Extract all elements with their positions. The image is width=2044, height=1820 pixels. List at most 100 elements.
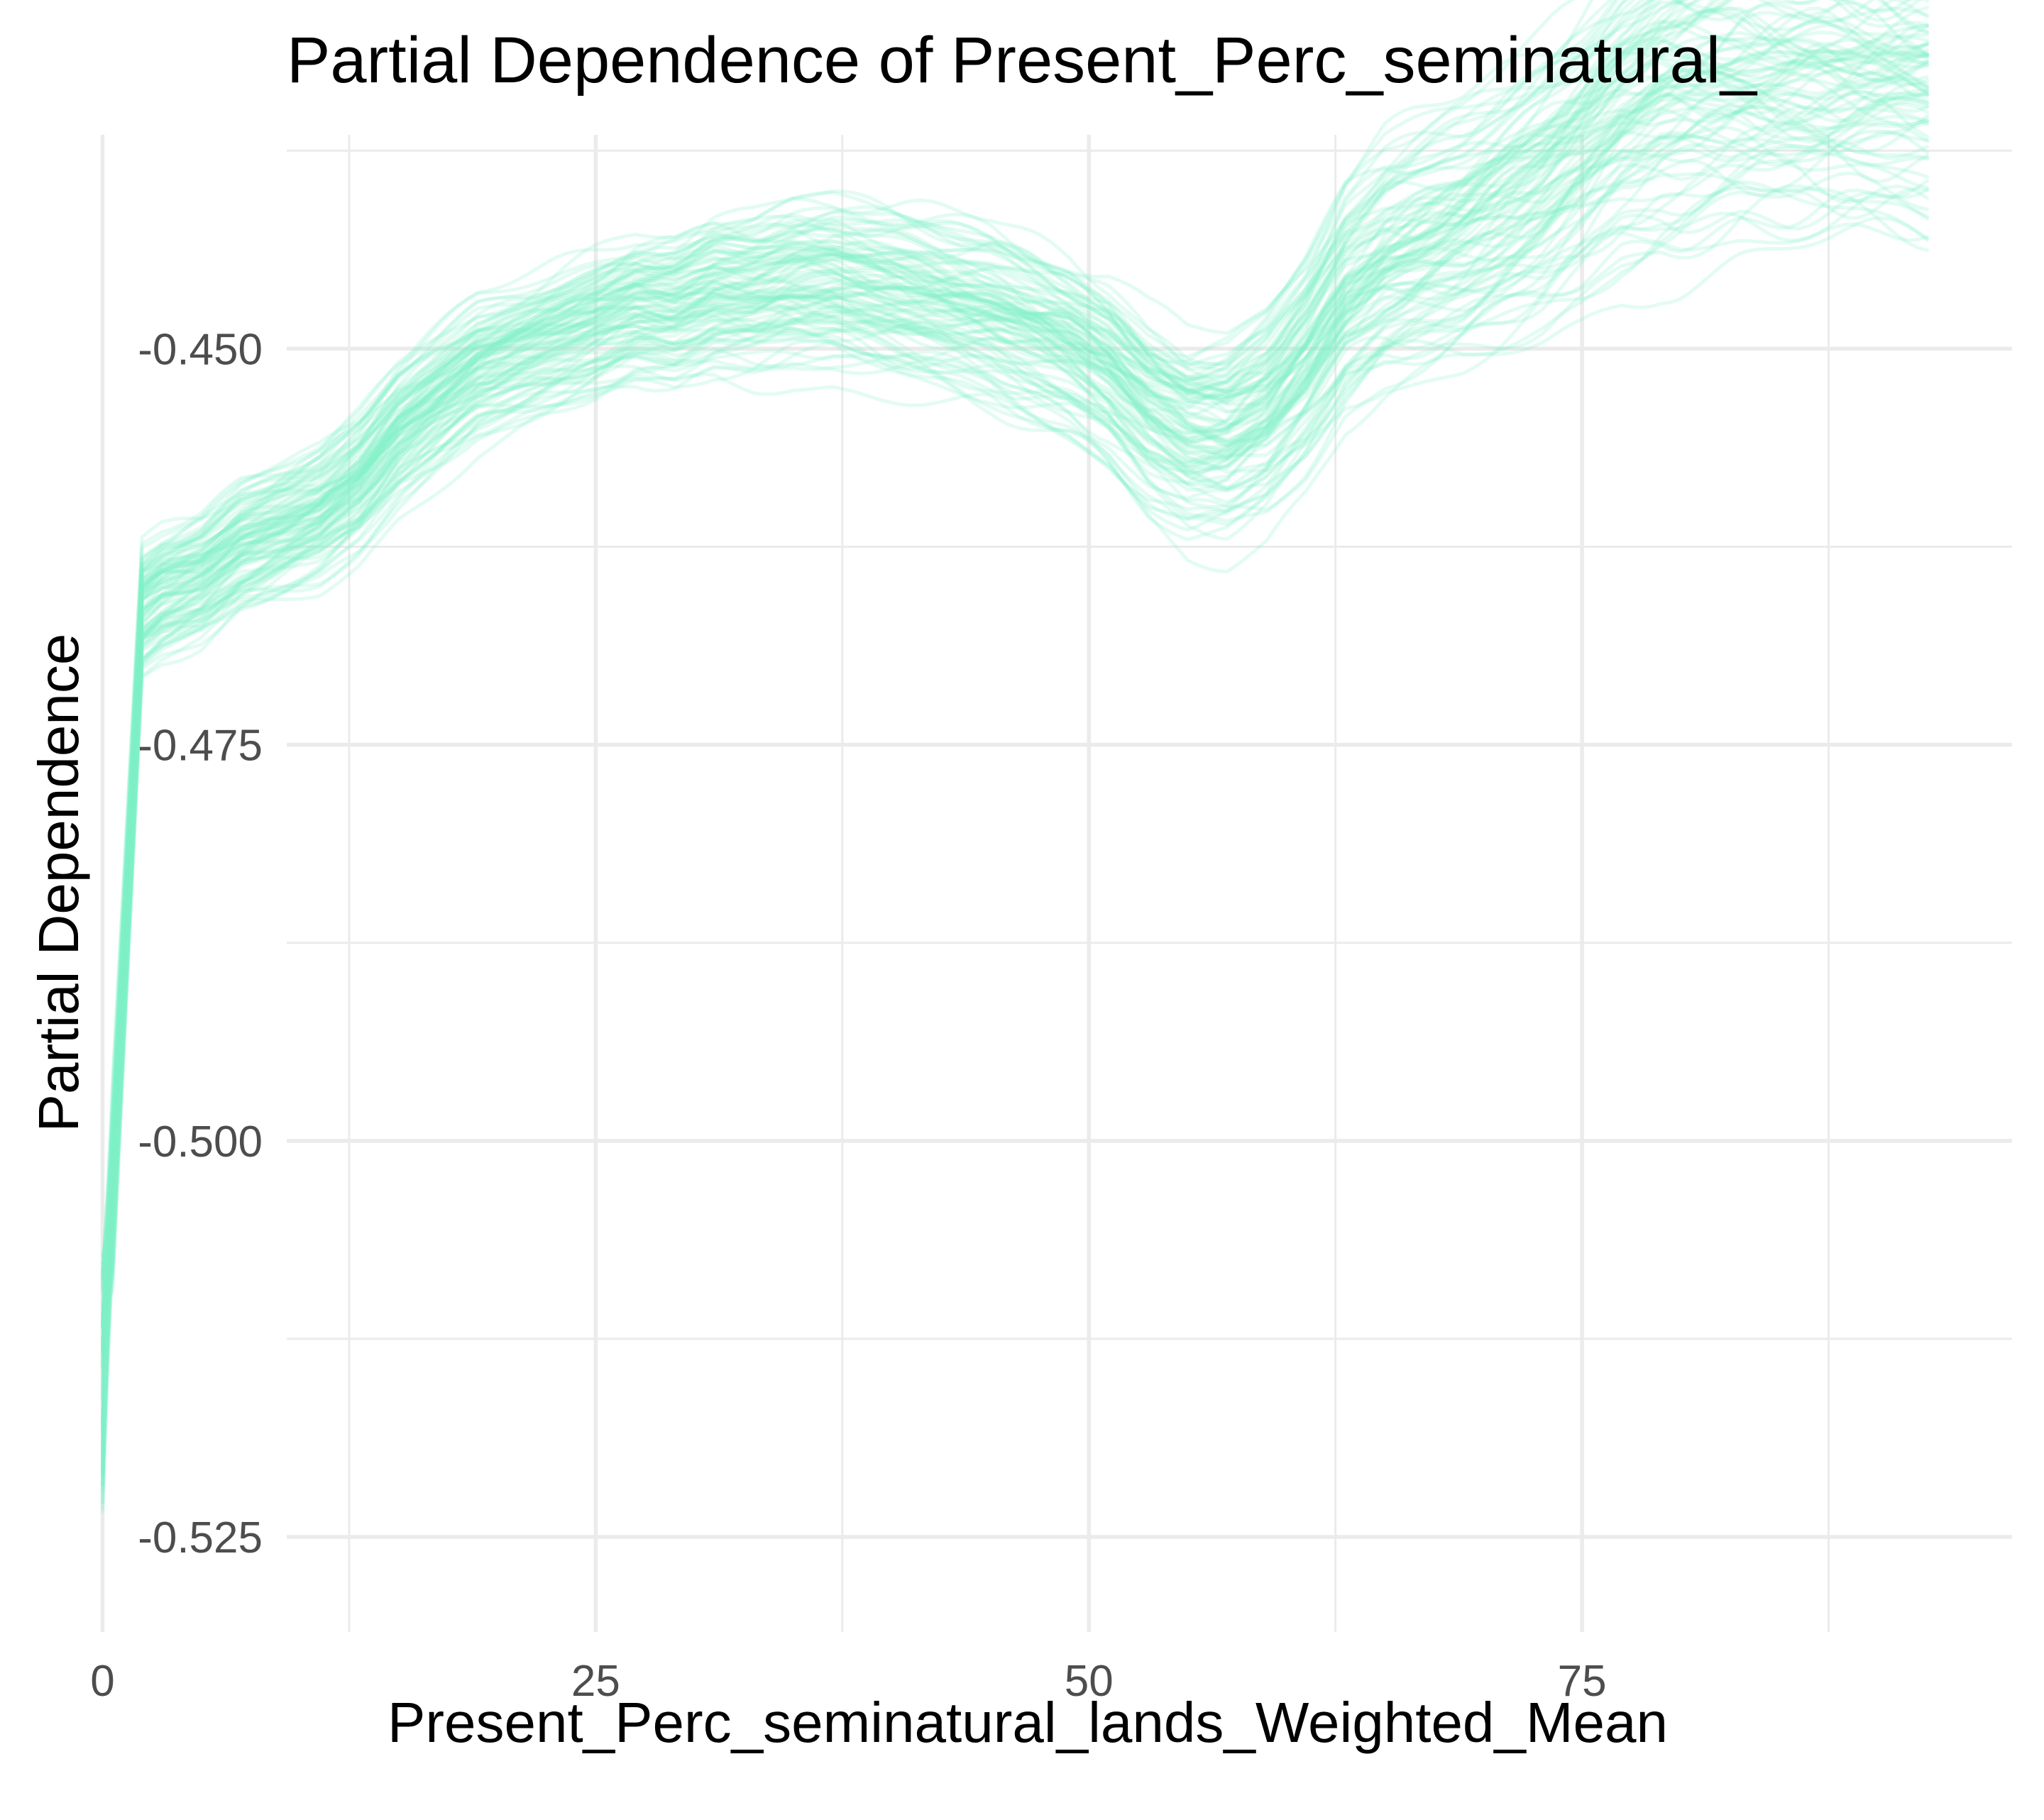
series-line [101,67,1929,1477]
grid-layer [100,135,2012,1632]
series-line [101,0,1929,1510]
series-line [101,67,1929,1424]
series-line [101,148,1929,1438]
series-line [101,0,1728,1401]
series-line [101,23,1929,1491]
chart-title: Partial Dependence of Present_Perc_semin… [287,24,1758,96]
series-line [101,39,1929,1281]
series-line [101,0,1577,1282]
series-line [101,179,1929,1472]
series-line [101,0,1923,1289]
series-line [101,0,1912,1450]
series-line [101,92,1929,1369]
series-line [101,0,1685,1322]
series-line [101,24,1929,1352]
series-line [101,96,1929,1331]
series-line [101,127,1929,1311]
series-line [101,74,1929,1329]
series-line [101,67,1929,1411]
series-line [101,130,1929,1285]
series-line [101,211,1929,1265]
series-line [101,0,1754,1345]
series-line [101,62,1929,1458]
y-tick-label: -0.500 [138,1118,263,1167]
series-line [101,121,1929,1353]
series-line [101,0,1654,1309]
x-tick-label: 25 [571,1657,620,1706]
y-tick-label: -0.450 [138,325,263,374]
series-line [101,0,1897,1333]
x-tick-label: 50 [1065,1657,1114,1706]
series-line [101,11,1929,1350]
series-line [101,19,1929,1473]
series-line [101,0,1845,1323]
series-line [101,0,1662,1354]
series-layer [101,0,1929,1514]
series-line [101,126,1929,1514]
series-line [101,16,1929,1275]
y-tick-label: -0.475 [138,722,263,771]
series-line [101,48,1929,1487]
series-line [101,0,1654,1356]
x-axis-title: Present_Perc_seminatural_lands_Weighted_… [388,1691,1668,1754]
series-line [101,88,1929,1326]
series-line [101,6,1929,1330]
series-line [101,158,1929,1350]
series-line [101,1,1929,1428]
series-line [101,0,1628,1504]
series-line [101,78,1929,1422]
series-line [101,180,1929,1286]
series-line [101,188,1929,1294]
series-line [101,0,1929,1372]
series-line [101,0,1613,1280]
y-tick-label: -0.525 [138,1513,263,1562]
series-line [101,59,1929,1397]
series-line [101,45,1929,1325]
series-line [101,0,1921,1455]
series-line [101,20,1929,1402]
series-line [101,106,1929,1389]
series-line [101,106,1929,1433]
series-line [101,38,1929,1418]
series-line [101,0,1929,1345]
series-line [101,56,1929,1274]
series-line [101,171,1929,1290]
series-line [101,89,1929,1343]
series-line [101,0,1875,1359]
series-line [101,19,1929,1357]
series-line [101,33,1929,1474]
series-line [101,70,1929,1365]
series-line [101,9,1929,1274]
series-line [101,114,1929,1342]
series-line [101,93,1929,1325]
series-line [101,6,1929,1463]
series-line [101,99,1929,1426]
series-line [101,184,1929,1328]
series-line [101,216,1929,1317]
series-line [101,75,1929,1350]
series-line [101,0,1630,1317]
series-line [101,0,1929,1487]
series-line [101,0,1683,1379]
series-line [101,42,1929,1282]
series-line [101,35,1929,1368]
series-line [101,0,1929,1294]
series-line [101,82,1929,1325]
series-line [101,185,1929,1504]
x-tick-label: 75 [1558,1657,1607,1706]
series-line [101,31,1929,1258]
series-line [101,31,1929,1279]
series-line [101,71,1929,1266]
y-tick-labels: -0.525 -0.500 -0.475 -0.450 [138,325,263,1562]
series-line [101,129,1929,1259]
series-line [101,8,1929,1394]
series-line [101,94,1929,1487]
series-line [101,0,1732,1478]
series-line [101,60,1929,1435]
series-line [101,53,1929,1452]
series-line [101,77,1929,1296]
series-line [101,138,1929,1288]
series-line [101,143,1929,1427]
